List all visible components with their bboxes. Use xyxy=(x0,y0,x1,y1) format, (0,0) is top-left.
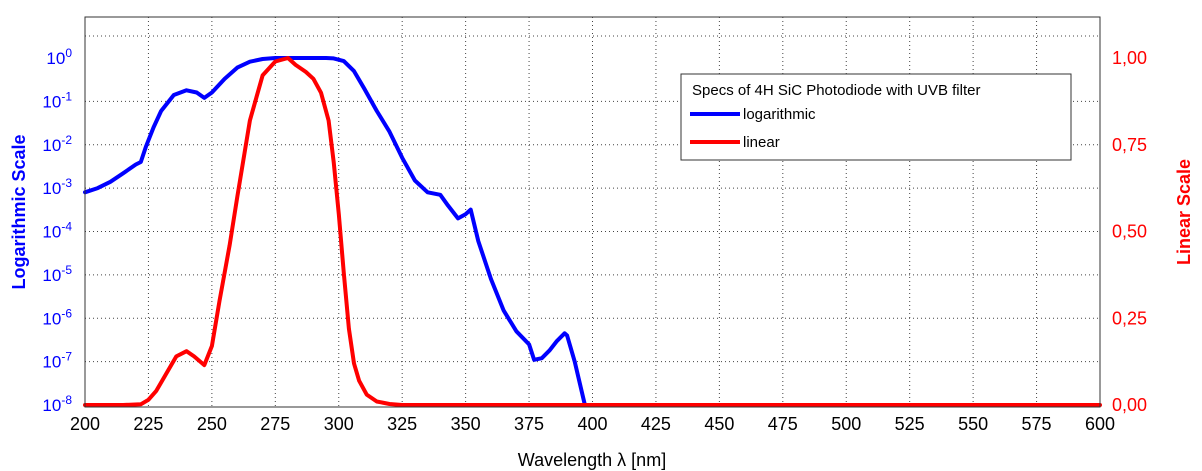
y-right-tick-label: 0,25 xyxy=(1112,308,1147,328)
legend-label-logarithmic: logarithmic xyxy=(743,106,816,123)
y-left-tick-label: 100 xyxy=(46,46,72,68)
x-tick-label: 600 xyxy=(1085,414,1115,434)
x-tick-label: 525 xyxy=(895,414,925,434)
series-line-linear xyxy=(83,56,1102,407)
y-left-tick-label: 10-7 xyxy=(42,350,72,372)
x-tick-label: 375 xyxy=(514,414,544,434)
x-tick-label: 300 xyxy=(324,414,354,434)
x-tick-label: 475 xyxy=(768,414,798,434)
x-tick-label: 275 xyxy=(260,414,290,434)
x-tick-label: 400 xyxy=(577,414,607,434)
y-left-tick-label: 10-2 xyxy=(42,133,72,155)
y-left-tick-label: 10-1 xyxy=(42,89,72,111)
y-axis-right-label: Linear Scale xyxy=(1174,159,1194,265)
x-tick-label: 575 xyxy=(1022,414,1052,434)
ticks: 200 225 250 275 300 325 350 375 400 425 450 475 500 5… xyxy=(42,46,1147,434)
series-layer xyxy=(83,56,1102,407)
series-line-logarithmic xyxy=(83,56,587,407)
y-right-tick-label: 1,00 xyxy=(1112,48,1147,68)
legend-box xyxy=(680,73,1072,161)
y-left-tick-label: 10-8 xyxy=(42,393,72,415)
y-left-tick-label: 10-4 xyxy=(42,220,72,242)
y-axis-left-label: Logarithmic Scale xyxy=(9,134,29,289)
y-right-tick-label: 0,75 xyxy=(1112,135,1147,155)
y-right-tick-label: 0,00 xyxy=(1112,395,1147,415)
y-left-tick-label: 10-3 xyxy=(42,176,72,198)
x-tick-label: 350 xyxy=(451,414,481,434)
x-tick-label: 450 xyxy=(704,414,734,434)
x-tick-label: 500 xyxy=(831,414,861,434)
x-tick-label: 250 xyxy=(197,414,227,434)
x-tick-label: 550 xyxy=(958,414,988,434)
x-tick-label: 200 xyxy=(70,414,100,434)
x-tick-label: 225 xyxy=(133,414,163,434)
x-tick-label: 425 xyxy=(641,414,671,434)
legend: Specs of 4H SiC Photodiode with UVB filt… xyxy=(680,73,1072,161)
y-right-tick-label: 0,50 xyxy=(1112,222,1147,242)
y-left-tick-label: 10-6 xyxy=(42,306,72,328)
y-left-tick-label: 10-5 xyxy=(42,263,72,285)
x-tick-label: 325 xyxy=(387,414,417,434)
legend-title: Specs of 4H SiC Photodiode with UVB filt… xyxy=(692,82,980,99)
plot-frame xyxy=(84,16,1101,408)
legend-label-linear: linear xyxy=(743,134,780,151)
x-axis-label: Wavelength λ [nm] xyxy=(518,450,666,470)
